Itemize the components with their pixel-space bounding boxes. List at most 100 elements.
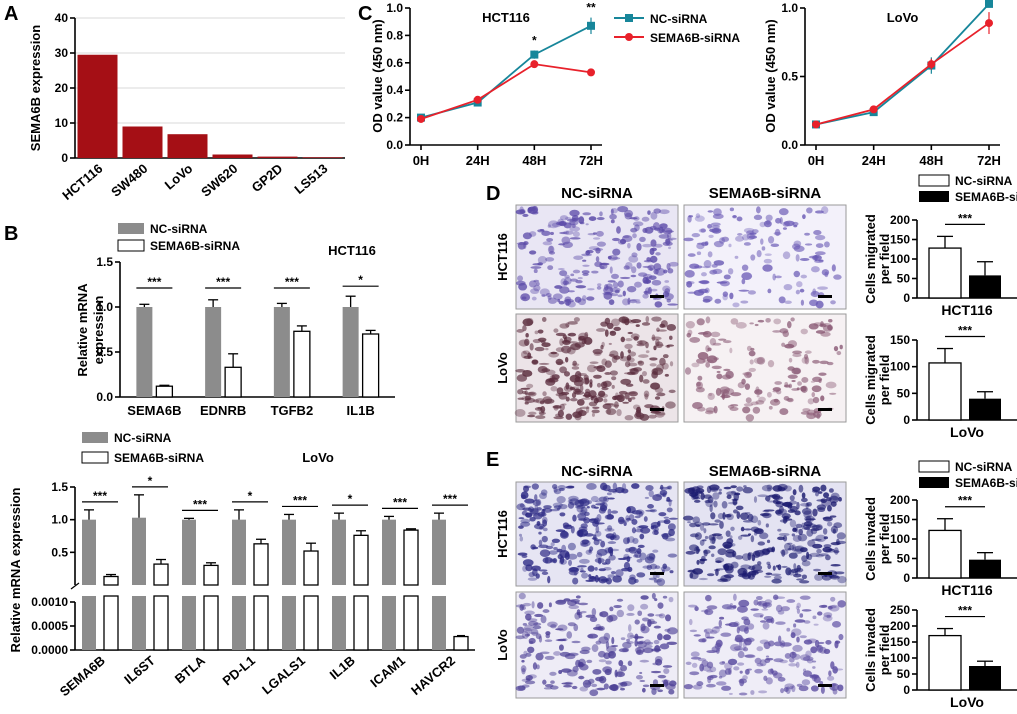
cell xyxy=(801,574,808,580)
cell xyxy=(651,334,656,342)
cell xyxy=(795,661,800,668)
cell xyxy=(735,322,747,329)
series-line xyxy=(420,25,592,119)
cell xyxy=(767,236,775,244)
cell xyxy=(651,336,662,341)
point-sema xyxy=(985,19,993,28)
bar-nc xyxy=(136,307,153,397)
cell xyxy=(737,650,745,659)
cell xyxy=(555,358,564,366)
cell xyxy=(598,390,606,398)
cell xyxy=(648,552,656,560)
cell xyxy=(617,294,623,298)
cell xyxy=(689,629,698,633)
cell xyxy=(626,612,635,616)
cell xyxy=(592,668,602,675)
cell xyxy=(638,354,649,358)
cell xyxy=(754,531,758,536)
cell xyxy=(539,525,544,530)
cell xyxy=(698,280,709,284)
cell xyxy=(669,570,674,574)
cell xyxy=(596,382,602,388)
cell xyxy=(651,371,658,379)
cell xyxy=(608,684,618,691)
cell xyxy=(559,403,565,411)
x-tick-label: IL6ST xyxy=(121,653,158,687)
cell xyxy=(520,491,529,500)
b1-y-label-2: expression xyxy=(91,296,106,365)
cell xyxy=(664,280,670,283)
cell xyxy=(815,534,827,543)
cell xyxy=(775,217,782,224)
cell xyxy=(702,298,711,303)
cell xyxy=(761,608,769,611)
legend-sema-swatch xyxy=(919,191,949,202)
cell xyxy=(605,660,612,665)
cell xyxy=(732,605,737,609)
cell xyxy=(756,646,764,652)
cell xyxy=(528,231,537,237)
cell xyxy=(582,272,589,276)
cell xyxy=(777,536,785,541)
cell xyxy=(834,547,839,555)
cell xyxy=(817,611,823,616)
a-y-axis-tick-label: 10 xyxy=(55,116,69,130)
cell xyxy=(607,497,615,500)
small-title: HCT116 xyxy=(941,302,993,318)
cell xyxy=(757,561,762,566)
cell xyxy=(811,538,822,542)
cell xyxy=(596,548,608,556)
bar xyxy=(167,134,208,158)
cell xyxy=(578,602,589,606)
small-y-axis-tick-label: 150 xyxy=(890,233,910,247)
cell xyxy=(791,533,796,537)
cell xyxy=(795,605,800,610)
cell xyxy=(749,322,754,325)
cell xyxy=(582,259,587,262)
cell xyxy=(651,316,662,322)
cell xyxy=(778,532,790,537)
cell xyxy=(825,381,837,389)
cell xyxy=(818,259,824,262)
cell xyxy=(577,565,587,568)
cell xyxy=(570,273,575,277)
cell xyxy=(704,608,714,616)
cell xyxy=(775,498,780,505)
cell xyxy=(622,235,630,239)
cell xyxy=(811,489,819,493)
cell xyxy=(641,617,650,622)
cell xyxy=(638,525,649,529)
cell xyxy=(798,528,804,536)
cell xyxy=(696,381,703,390)
cell xyxy=(562,280,569,285)
cell xyxy=(548,602,552,608)
cell xyxy=(604,668,612,676)
cell xyxy=(516,626,525,634)
cell xyxy=(801,507,812,515)
cell xyxy=(792,489,797,496)
cell xyxy=(604,403,615,406)
cell xyxy=(781,642,792,647)
cell xyxy=(635,409,642,418)
cell xyxy=(682,515,694,521)
cell xyxy=(772,273,776,281)
cell xyxy=(664,614,672,622)
cell xyxy=(830,501,837,507)
cell xyxy=(567,542,576,551)
cell xyxy=(532,625,542,630)
cell xyxy=(780,688,785,694)
cell xyxy=(646,553,656,561)
cell xyxy=(598,568,607,572)
cell xyxy=(557,298,561,303)
cell xyxy=(597,283,602,287)
cell xyxy=(711,365,722,370)
legend-nc-label: NC-siRNA xyxy=(650,12,708,26)
cell xyxy=(832,666,838,674)
cell xyxy=(709,629,718,635)
cell xyxy=(789,519,797,528)
cell xyxy=(742,675,748,681)
cell xyxy=(704,241,709,246)
cell xyxy=(762,622,770,630)
cell xyxy=(788,569,795,576)
cell xyxy=(787,374,798,379)
